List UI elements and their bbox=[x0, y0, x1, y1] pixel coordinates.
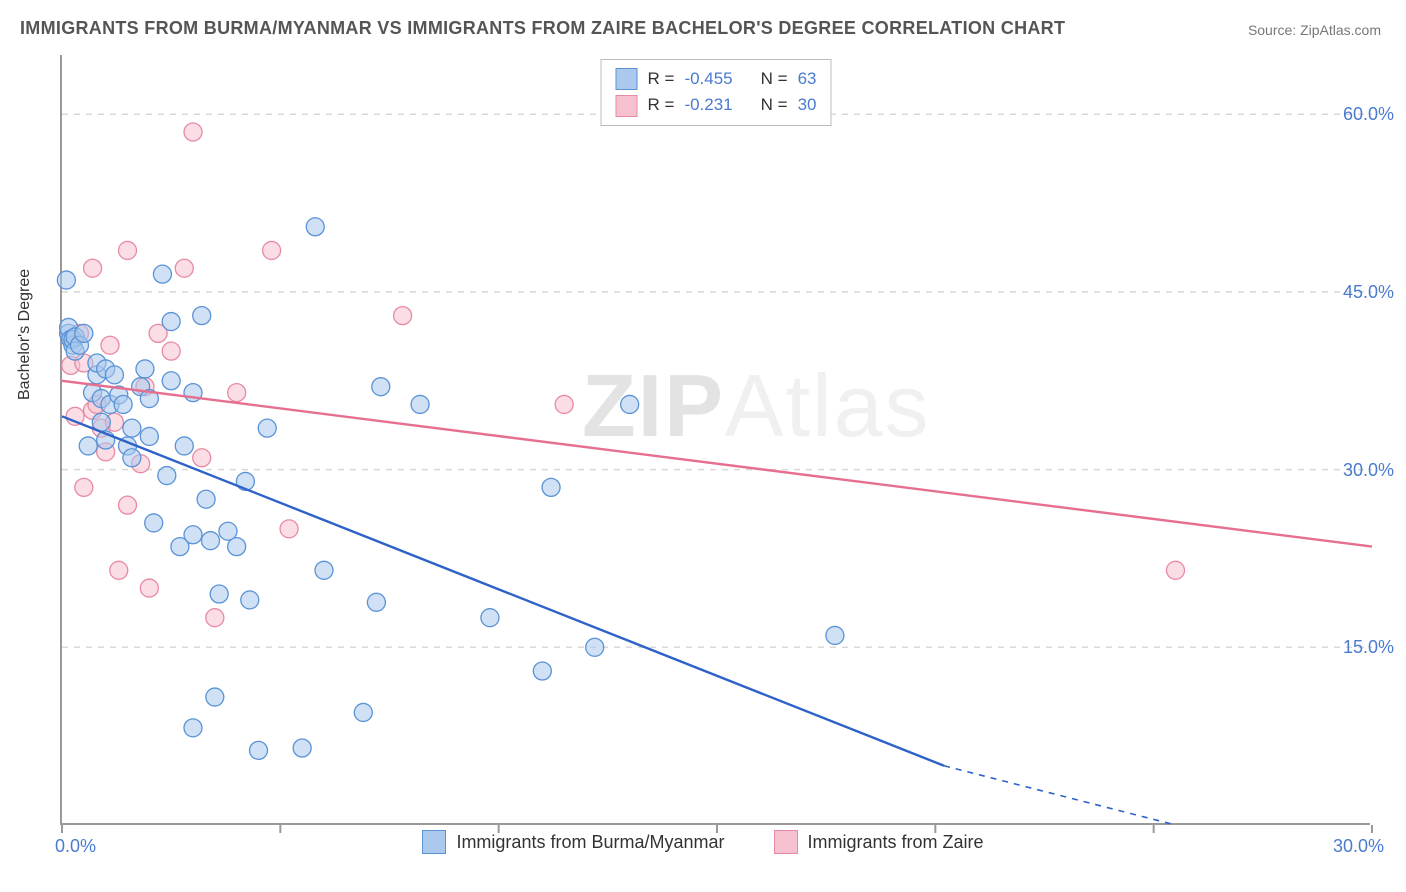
y-tick-label: 15.0% bbox=[1343, 637, 1394, 658]
stat-r-label: R = bbox=[648, 66, 675, 92]
stat-r-label: R = bbox=[648, 92, 675, 118]
legend-item-pink: Immigrants from Zaire bbox=[774, 830, 984, 854]
stats-legend-box: R = -0.455 N = 63 R = -0.231 N = 30 bbox=[601, 59, 832, 126]
legend-label-blue: Immigrants from Burma/Myanmar bbox=[456, 832, 724, 853]
stat-r-blue: -0.455 bbox=[684, 66, 732, 92]
swatch-blue-icon bbox=[422, 830, 446, 854]
watermark: ZIPAtlas bbox=[582, 355, 931, 457]
stat-n-label: N = bbox=[761, 66, 788, 92]
x-tick-max: 30.0% bbox=[1333, 836, 1384, 857]
y-tick-label: 60.0% bbox=[1343, 104, 1394, 125]
stat-n-blue: 63 bbox=[798, 66, 817, 92]
stats-row-pink: R = -0.231 N = 30 bbox=[616, 92, 817, 118]
chart-title: IMMIGRANTS FROM BURMA/MYANMAR VS IMMIGRA… bbox=[20, 18, 1065, 39]
legend-item-blue: Immigrants from Burma/Myanmar bbox=[422, 830, 724, 854]
stat-n-pink: 30 bbox=[798, 92, 817, 118]
y-axis-label: Bachelor's Degree bbox=[16, 269, 34, 400]
legend-label-pink: Immigrants from Zaire bbox=[808, 832, 984, 853]
swatch-pink-icon bbox=[616, 95, 638, 117]
y-tick-label: 45.0% bbox=[1343, 282, 1394, 303]
chart-svg bbox=[62, 55, 1372, 825]
x-tick-min: 0.0% bbox=[55, 836, 96, 857]
swatch-pink-icon bbox=[774, 830, 798, 854]
source-attribution: Source: ZipAtlas.com bbox=[1248, 22, 1381, 38]
stat-n-label: N = bbox=[761, 92, 788, 118]
swatch-blue-icon bbox=[616, 68, 638, 90]
plot-area: ZIPAtlas R = -0.455 N = 63 R = -0.231 N … bbox=[60, 55, 1370, 825]
stat-r-pink: -0.231 bbox=[684, 92, 732, 118]
stats-row-blue: R = -0.455 N = 63 bbox=[616, 66, 817, 92]
series-legend: Immigrants from Burma/Myanmar Immigrants… bbox=[0, 830, 1406, 859]
y-tick-label: 30.0% bbox=[1343, 460, 1394, 481]
